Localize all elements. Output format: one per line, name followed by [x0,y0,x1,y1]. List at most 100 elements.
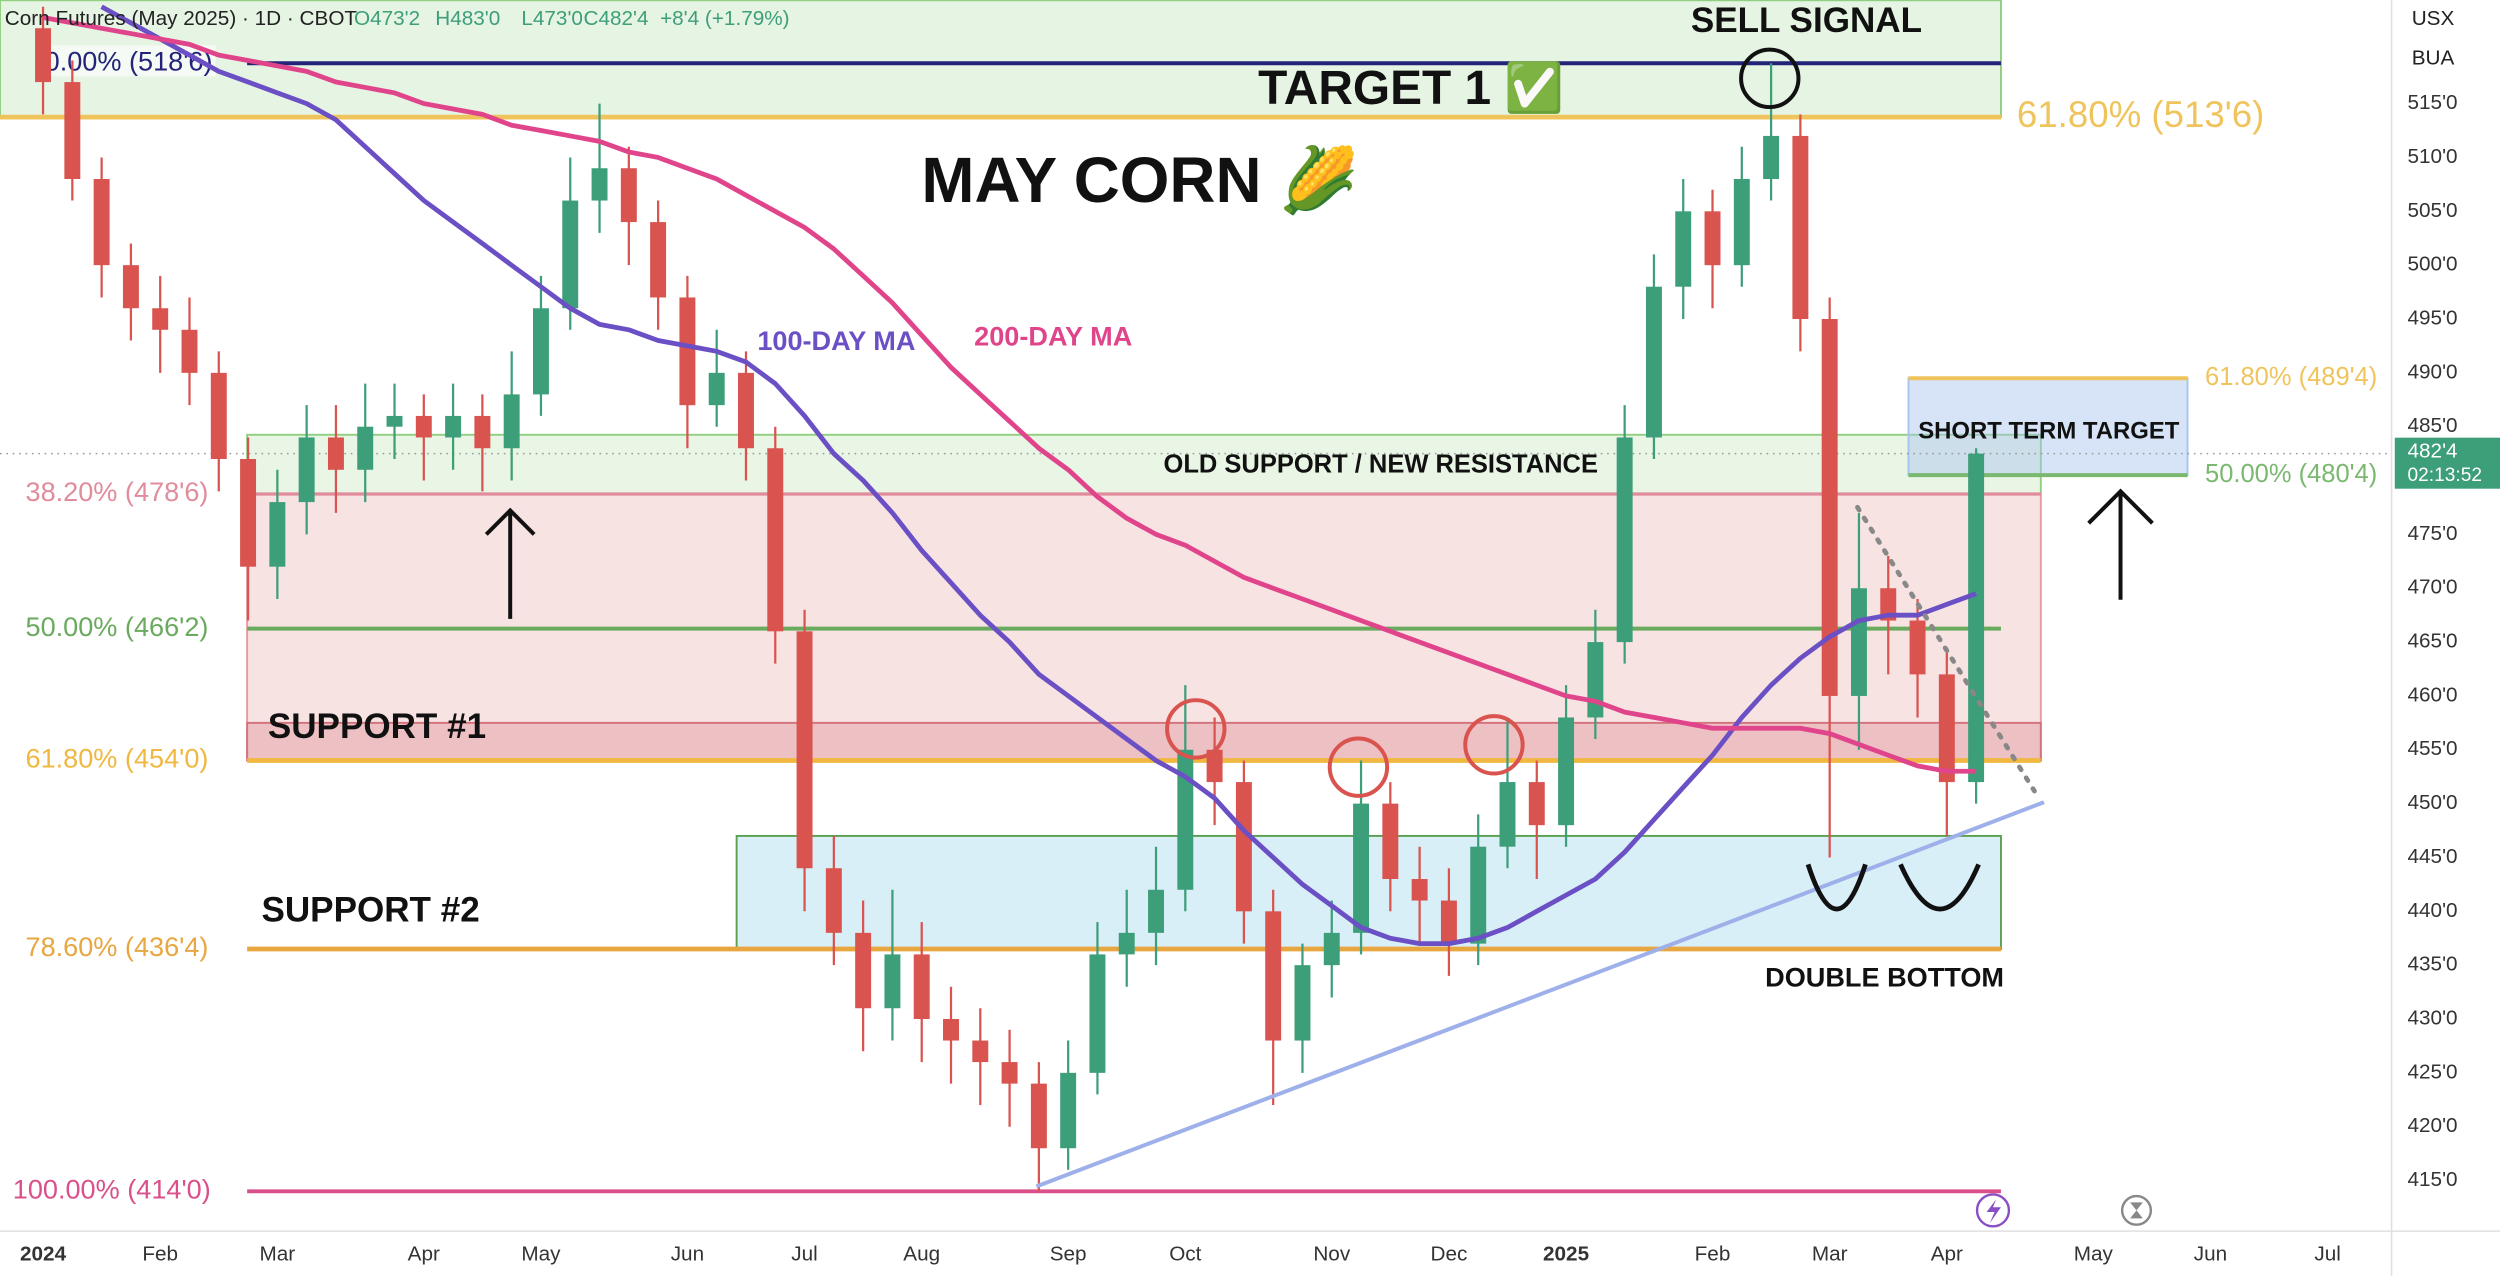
y-tick-label: 505'0 [2408,199,2458,222]
y-tick-label: 475'0 [2408,522,2458,545]
dotted-trend-line [1855,504,2037,794]
candle-body [415,415,432,438]
candle-body [122,265,139,309]
axis-unit: BUA [2412,47,2455,70]
lightning-icon[interactable] [1975,1193,2011,1228]
candle-body [1265,911,1282,1041]
x-tick-label: Jun [2194,1242,2227,1265]
candle-body [738,372,754,449]
annotation: SHORT TERM TARGET [1918,418,2180,445]
candle-body [503,394,520,449]
annotation: SELL SIGNAL [1691,1,1922,40]
candle-body [1499,782,1516,847]
zone [1907,377,2189,477]
candle-body [679,297,696,406]
candle-body [1118,932,1135,955]
candle-body [1558,717,1575,826]
candle-body [1353,803,1370,933]
last-price-tag [2394,437,2500,489]
candle-body [1060,1072,1077,1149]
x-tick-label: Mar [1812,1242,1848,1265]
annotation: OLD SUPPORT / NEW RESISTANCE [1163,451,1597,479]
candle-body [591,168,608,201]
zone [0,0,2002,119]
candle-body [210,372,227,460]
y-tick-label: 415'0 [2408,1168,2458,1191]
y-tick-label: 430'0 [2408,1006,2458,1029]
candle-body [1968,453,1985,783]
up-arrow [484,507,536,619]
series-label: 100-DAY MA [757,325,915,356]
candle-body [240,459,257,567]
candle-body [1089,954,1106,1073]
candle-body [386,415,403,427]
replay-icon[interactable] [2120,1194,2153,1226]
annotation: SUPPORT #2 [261,891,479,930]
candle-body [1235,782,1252,912]
candle-body [357,426,374,470]
candle-body [1792,135,1809,320]
trend-line [1035,800,2045,1189]
bottom-arc [1805,863,1868,912]
y-tick-label: 425'0 [2408,1060,2458,1083]
candle-body [796,631,813,869]
candle-body [1616,437,1633,643]
candle-body [1382,803,1399,880]
countdown-label: 02:13:52 [2408,465,2482,486]
annotation: DOUBLE BOTTOM [1765,961,2004,992]
candle-body [152,308,169,330]
resistance-circle [1165,698,1227,760]
series-label: 200-DAY MA [974,320,1132,351]
candle-body [1645,286,1662,438]
candle-body [1177,749,1194,890]
candle-body [1294,965,1311,1041]
candle-body [650,222,667,298]
fib-label-bg [22,931,212,963]
candle-body [1880,588,1897,621]
y-tick-label: 445'0 [2408,845,2458,868]
x-tick-label: Apr [408,1242,440,1265]
x-tick-label: Jun [671,1242,704,1265]
candle-body [1587,642,1604,718]
fib-label-bg [22,610,212,642]
candle-body [1909,620,1926,675]
candle-body [1733,179,1750,266]
x-tick-label: Mar [260,1242,296,1265]
bottom-arc [1898,863,1981,912]
x-tick-label: Dec [1430,1242,1467,1265]
ohlc-close: C482'4 [584,7,649,30]
moving-average [42,15,1977,774]
fib-label: 100.00% (414'0) [13,1173,211,1204]
annotation: SUPPORT #1 [268,707,486,746]
x-tick-label: Feb [142,1242,178,1265]
y-tick-label: 495'0 [2408,306,2458,329]
x-tick-label: Apr [1931,1242,1963,1265]
x-tick-label: 2025 [1543,1242,1589,1265]
plot-area: 0.00% (518'6) 38.20% (478'6) 50.00% (466'2… [0,0,2392,1205]
axis-unit: USX [2412,7,2455,30]
y-tick-label: 515'0 [2408,91,2458,114]
x-tick-label: May [521,1242,561,1265]
candle-body [1763,135,1780,180]
candle-body [562,200,579,309]
sell-circle [1739,47,1801,110]
x-tick-label: Feb [1695,1242,1731,1265]
candle-body [767,448,784,632]
x-tick-label: Sep [1050,1242,1087,1265]
y-tick-label: 435'0 [2408,953,2458,976]
up-arrow [2087,488,2154,600]
candle-body [35,28,52,83]
x-tick-label: 2024 [20,1242,67,1265]
candle-body [1850,588,1867,696]
fib-label-bg [22,742,212,774]
candle-body [884,954,901,1009]
candle-body [913,954,930,1020]
candle-body [972,1040,989,1063]
x-tick-label: Aug [903,1242,940,1265]
candle-body [1704,211,1721,266]
candle-body [1411,879,1428,901]
resistance-circle [1327,736,1390,798]
candle-body [708,372,725,406]
candle-body [1938,674,1955,783]
